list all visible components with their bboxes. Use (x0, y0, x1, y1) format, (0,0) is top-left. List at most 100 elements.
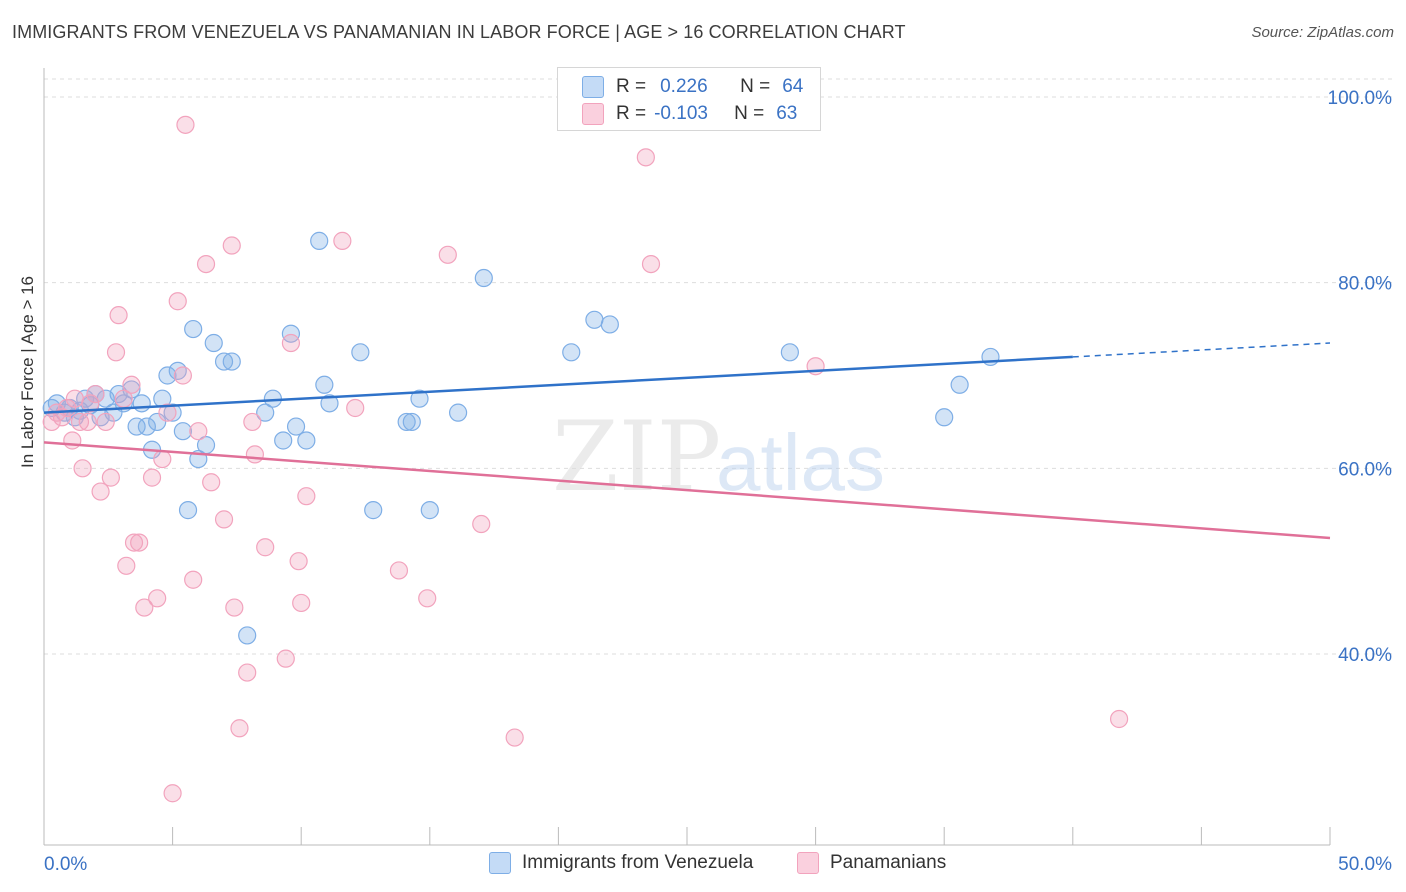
venezuela-point (402, 412, 421, 432)
blue-r-value: 0.226 (660, 76, 708, 97)
panamanian-point (158, 403, 177, 422)
panamanian-point (70, 412, 90, 432)
venezuela-point (600, 315, 619, 334)
panamanian-point (438, 245, 457, 264)
venezuela-trend-extension (1072, 342, 1331, 358)
panamanian-point (281, 333, 301, 353)
venezuela-point (238, 626, 257, 645)
watermark-atlas: atlas (716, 418, 885, 507)
panamanian-point (109, 306, 128, 325)
panamanians-swatch (797, 852, 819, 874)
n-label: N = (734, 103, 765, 124)
venezuela-point (122, 380, 141, 399)
venezuela-point (474, 268, 493, 288)
panamanian-point (225, 598, 244, 617)
panamanian-point (81, 394, 100, 413)
venezuela-point (562, 343, 581, 362)
venezuela-point (127, 417, 146, 436)
source-note: Source: ZipAtlas.com (1251, 24, 1394, 41)
panamanian-trend-line (43, 441, 1331, 540)
venezuela-point (137, 417, 156, 436)
panamanian-point (641, 255, 661, 274)
panamanian-point (243, 412, 262, 432)
venezuela-point (315, 375, 334, 394)
panamanian-point (101, 468, 120, 487)
n-label: N = (740, 76, 771, 97)
panamanian-point (117, 556, 136, 575)
panamanian-point (189, 422, 208, 441)
venezuela-point (410, 389, 429, 408)
venezuela-point (281, 324, 301, 343)
venezuela-point (274, 431, 293, 450)
panamanian-point (346, 398, 365, 418)
y-axis-label: In Labor Force | Age > 16 (18, 275, 37, 468)
legend-label-panamanians: Panamanians (830, 852, 947, 873)
panamanian-point (256, 538, 275, 557)
x-tick-label-max: 50.0% (1338, 854, 1392, 875)
panamanian-point (173, 366, 192, 385)
r-label: R = (616, 76, 647, 97)
x-tick-label-min: 0.0% (44, 854, 87, 875)
panamanian-point (148, 589, 167, 608)
panamanian-point (222, 236, 241, 255)
panamanian-point (106, 343, 126, 362)
venezuela-point (950, 375, 969, 394)
panamanian-point (276, 649, 295, 668)
panamanian-point (214, 510, 234, 529)
panamanian-point (124, 533, 144, 552)
panamanian-point (153, 449, 172, 469)
venezuela-point (780, 343, 799, 362)
venezuela-point (178, 501, 198, 520)
panamanian-point (297, 487, 316, 506)
panamanian-point (230, 719, 249, 738)
panamanian-point (472, 514, 491, 534)
panamanian-point (86, 384, 105, 404)
venezuela-trend-line (43, 355, 1073, 414)
y-tick-label: 80.0% (1338, 274, 1392, 295)
y-tick-label: 60.0% (1338, 459, 1392, 480)
panamanian-point (130, 533, 149, 552)
venezuela-point (214, 352, 234, 371)
venezuela-point (297, 431, 316, 450)
panamanian-point (292, 593, 311, 613)
panamanian-point (96, 412, 115, 432)
r-label: R = (616, 103, 647, 124)
venezuela-swatch (489, 852, 511, 874)
legend-label-venezuela: Immigrants from Venezuela (522, 852, 754, 873)
panamanian-point (1109, 709, 1129, 729)
venezuela-point (173, 422, 192, 441)
pink-n-value: 63 (776, 103, 798, 124)
pink-r-value: -0.103 (654, 103, 708, 124)
panamanian-point (389, 561, 409, 580)
blue-swatch (582, 76, 604, 98)
venezuela-point (256, 403, 275, 422)
panamanian-point (636, 148, 655, 167)
panamanian-point (184, 570, 203, 589)
venezuela-point (310, 231, 329, 250)
venezuela-point (204, 333, 223, 353)
venezuela-point (222, 352, 241, 371)
panamanian-point (73, 459, 92, 478)
venezuela-point (935, 408, 954, 427)
panamanian-point (196, 255, 216, 274)
legend-row-pink: R = -0.103 N = 63 (582, 102, 797, 126)
panamanian-point (176, 115, 195, 134)
y-tick-label: 40.0% (1338, 645, 1392, 666)
panamanian-point (142, 468, 162, 487)
panamanian-point (65, 389, 84, 408)
panamanian-point (505, 728, 524, 747)
venezuela-point (158, 366, 177, 385)
venezuela-point (585, 310, 604, 329)
panamanian-point (78, 412, 97, 432)
panamanian-point (168, 292, 187, 311)
legend-item-venezuela: Immigrants from Venezuela (489, 852, 753, 874)
panamanian-point (238, 663, 257, 682)
panamanian-point (289, 552, 308, 571)
venezuela-point (132, 394, 151, 413)
venezuela-point (286, 417, 306, 436)
y-tick-label: 100.0% (1328, 88, 1393, 109)
panamanian-point (91, 482, 110, 501)
series-legend: Immigrants from Venezuela Panamanians (0, 852, 1406, 876)
blue-n-value: 64 (782, 76, 804, 97)
